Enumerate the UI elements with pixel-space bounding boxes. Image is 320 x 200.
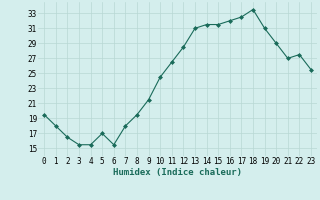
X-axis label: Humidex (Indice chaleur): Humidex (Indice chaleur)	[113, 168, 242, 177]
